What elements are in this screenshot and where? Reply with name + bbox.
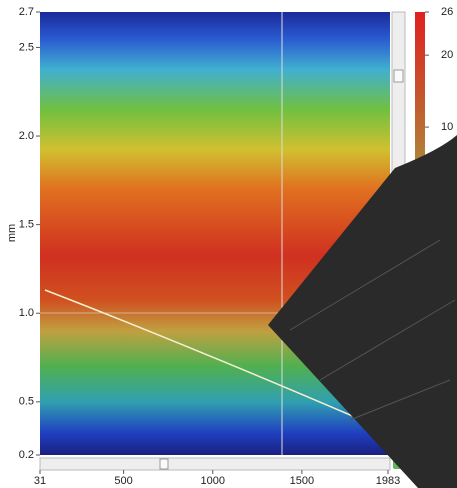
h-scrollbar[interactable] <box>40 458 390 470</box>
viewer: mm 2.7 2.5 2.0 1.5 1.0 0.5 0.2 31 500 1000 1500 198… <box>0 0 457 488</box>
y-tick-label: 1.5 <box>19 219 34 231</box>
colorbar-tick-label: 26 <box>441 6 453 18</box>
y-tick-label: 2.7 <box>19 6 34 18</box>
y-tick-label: 0.5 <box>19 396 34 408</box>
y-tick-label: 2.5 <box>19 41 34 53</box>
x-tick-label: 500 <box>114 475 132 487</box>
colorbar-tick-label: 10 <box>441 121 453 133</box>
x-tick-label: 1983 <box>376 475 400 487</box>
x-tick-label: 31 <box>34 475 46 487</box>
y-tick-label: 0.2 <box>19 449 34 461</box>
x-tick-label: 1000 <box>201 475 225 487</box>
y-tick-label: 1.0 <box>19 307 34 319</box>
v-scroll-thumb[interactable] <box>394 70 403 82</box>
y-axis-label: mm <box>6 224 18 242</box>
h-scroll-thumb[interactable] <box>160 459 168 469</box>
colorbar-tick-label: 20 <box>441 49 453 61</box>
y-tick-label: 2.0 <box>19 130 34 142</box>
x-tick-label: 1500 <box>290 475 314 487</box>
